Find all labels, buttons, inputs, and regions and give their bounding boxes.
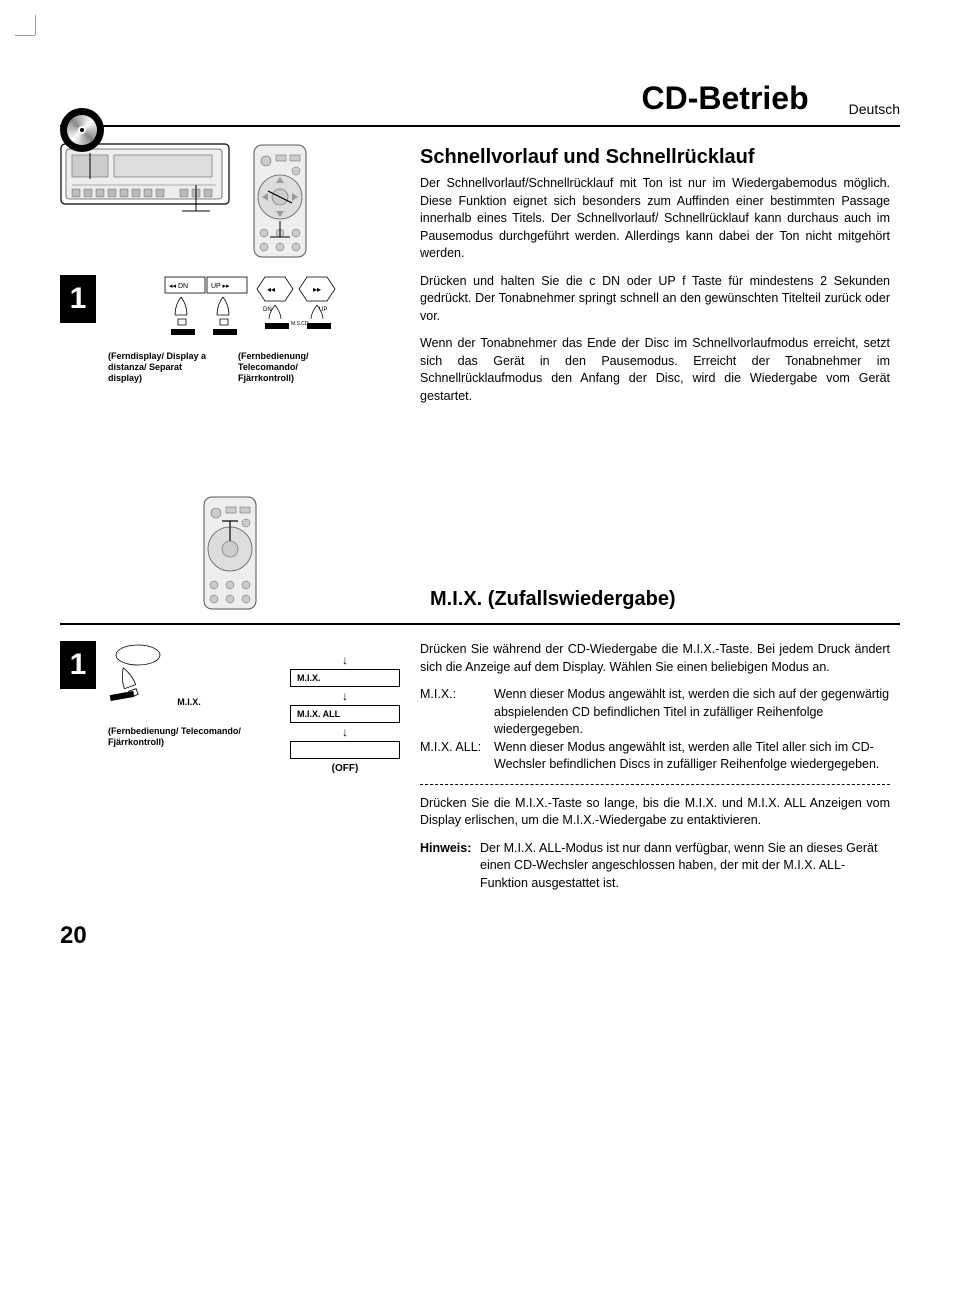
arrow-icon: ↓ bbox=[290, 689, 400, 703]
svg-text:▸▸: ▸▸ bbox=[313, 285, 321, 294]
remote-dn-up-diagram: ◂◂ ▸▸ DN UP M.S.CD bbox=[255, 275, 345, 337]
mix-def: Wenn dieser Modus angewählt ist, werden … bbox=[494, 686, 890, 739]
arrow-icon: ↓ bbox=[290, 653, 400, 667]
step-number-1b: 1 bbox=[60, 641, 96, 689]
mixall-term: M.I.X. ALL: bbox=[420, 739, 494, 774]
svg-text:UP ▸▸: UP ▸▸ bbox=[211, 283, 230, 290]
hinweis-label: Hinweis: bbox=[420, 840, 480, 893]
mix-button-diagram bbox=[108, 641, 168, 701]
section2-rule bbox=[60, 623, 900, 625]
cd-icon bbox=[60, 108, 104, 152]
section1-note: Wenn der Tonabnehmer das Ende der Disc i… bbox=[420, 335, 890, 405]
caption-ferndisplay: (Ferndisplay/ Display a distanza/ Separa… bbox=[108, 351, 208, 383]
step-number-1a: 1 bbox=[60, 275, 96, 323]
caption-fernbedienung-1: (Fernbedienung/ Telecomando/ Fjärrkontro… bbox=[238, 351, 338, 383]
section1-intro: Der Schnellvorlauf/Schnellrücklauf mit T… bbox=[420, 175, 890, 263]
state-mix-all: M.I.X. ALL bbox=[290, 705, 400, 723]
state-off-box bbox=[290, 741, 400, 759]
arrow-icon: ↓ bbox=[290, 725, 400, 739]
svg-text:◂◂ DN: ◂◂ DN bbox=[169, 283, 188, 290]
svg-text:◂◂: ◂◂ bbox=[267, 285, 275, 294]
page-title: CD-Betrieb bbox=[642, 80, 809, 117]
page-number: 20 bbox=[60, 922, 900, 950]
headunit-diagram bbox=[60, 143, 230, 215]
mix-term: M.I.X.: bbox=[420, 686, 494, 739]
section1-step1: Drücken und halten Sie die c DN oder UP … bbox=[420, 273, 890, 326]
dashed-rule bbox=[420, 784, 890, 785]
state-mix: M.I.X. bbox=[290, 669, 400, 687]
state-off-label: (OFF) bbox=[290, 763, 400, 774]
language-label: Deutsch bbox=[849, 101, 900, 117]
mix-btn-label: M.I.X. bbox=[108, 697, 270, 708]
section2-deactivate: Drücken Sie die M.I.X.-Taste so lange, b… bbox=[420, 795, 890, 830]
caption-fernbedienung-2: (Fernbedienung/ Telecomando/ Fjärrkontro… bbox=[108, 726, 270, 748]
remote-diagram-1 bbox=[250, 143, 310, 263]
dn-up-buttons-diagram: ◂◂ DN UP ▸▸ bbox=[163, 275, 249, 337]
hinweis-text: Der M.I.X. ALL-Modus ist nur dann verfüg… bbox=[480, 840, 890, 893]
mixall-def: Wenn dieser Modus angewählt ist, werden … bbox=[494, 739, 890, 774]
section2-intro: Drücken Sie während der CD-Wiedergabe di… bbox=[420, 641, 890, 676]
remote-diagram-2 bbox=[200, 495, 260, 615]
mscd-label: M.S.CD bbox=[291, 321, 309, 327]
section2-heading: M.I.X. (Zufallswiedergabe) bbox=[430, 588, 900, 611]
section1-heading: Schnellvorlauf und Schnellrücklauf bbox=[420, 143, 890, 171]
header-rule bbox=[60, 125, 900, 127]
